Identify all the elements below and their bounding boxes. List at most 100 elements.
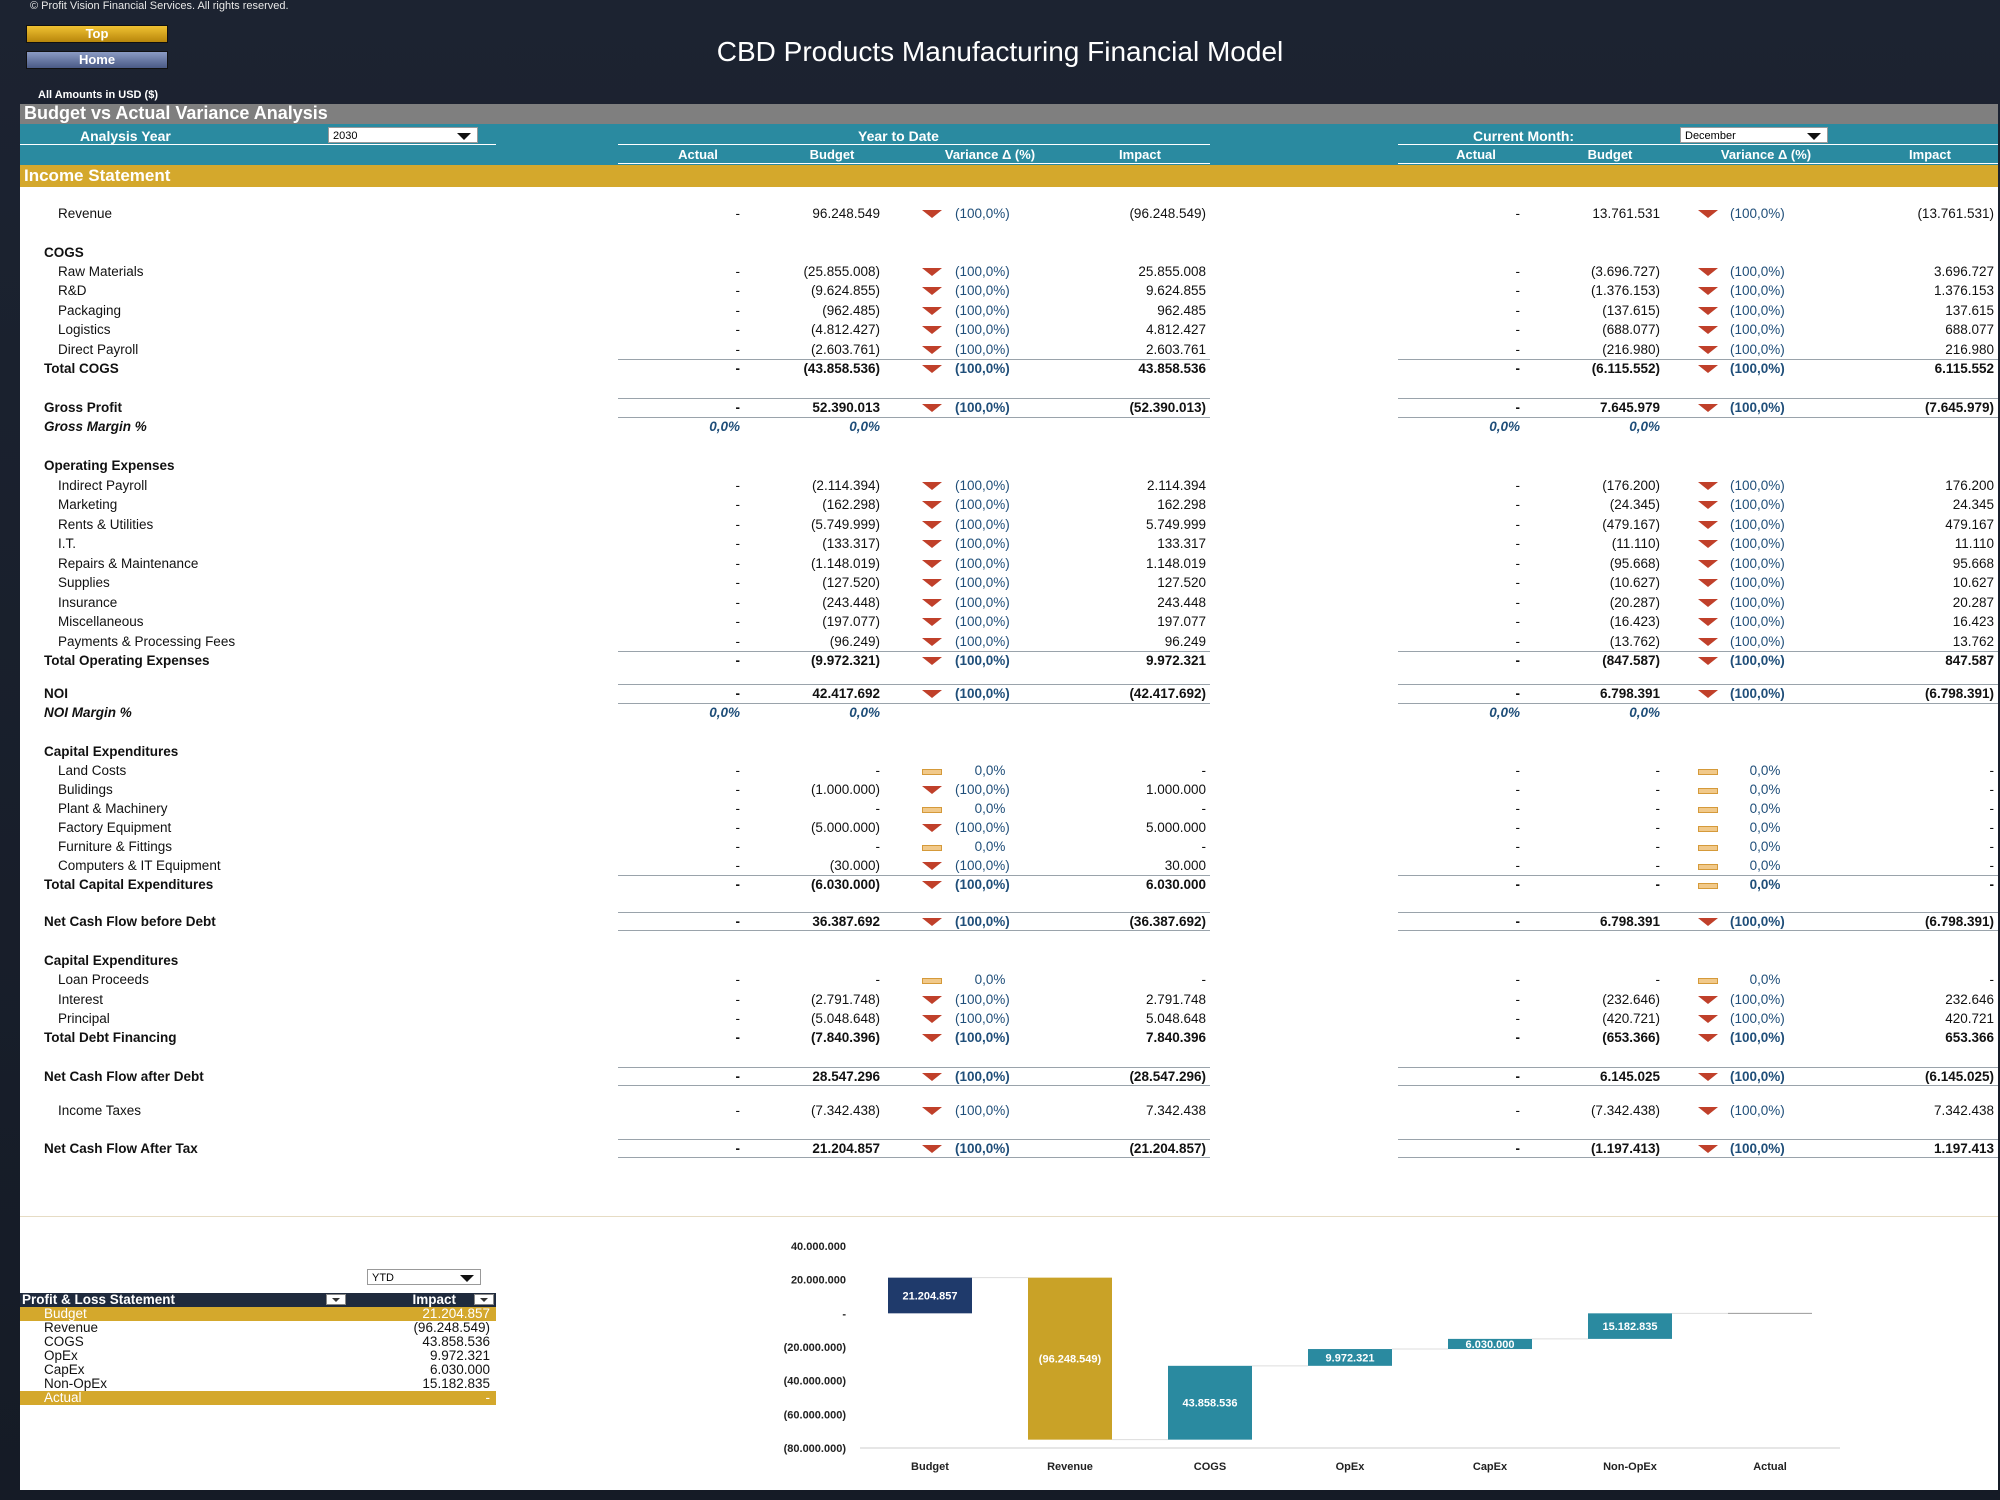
divider (1398, 417, 1998, 418)
ytd-impact-cell: - (1201, 763, 1207, 778)
divider (618, 1085, 1210, 1086)
row-label: Income Taxes (58, 1103, 142, 1118)
month-impact-cell: 1.376.153 (1933, 283, 1994, 298)
month-variance-cell: (100,0%) (1730, 1011, 1785, 1026)
row-label: Rents & Utilities (58, 517, 154, 532)
x-tick-label: Revenue (1047, 1461, 1093, 1473)
row-label: Capital Expenditures (44, 953, 179, 968)
ytd-actual-cell: - (735, 653, 741, 668)
down-arrow-icon (922, 1107, 942, 1115)
down-arrow-icon (922, 862, 942, 870)
ytd-budget-cell: (5.000.000) (810, 820, 880, 835)
ytd-actual-cell: - (735, 575, 741, 590)
ytd-actual-cell: - (735, 1030, 741, 1045)
ytd-budget-cell: (127.520) (822, 575, 880, 590)
bar-capex (1448, 1338, 1532, 1350)
row-label: Total Operating Expenses (44, 653, 210, 668)
analysis-year-dropdown[interactable]: 2030 (328, 127, 478, 143)
row-label: Supplies (58, 575, 110, 590)
ytd-impact-cell: 4.812.427 (1145, 322, 1206, 337)
table-row: Total Debt Financing - (7.840.396) 7.840.39… (20, 1030, 1998, 1048)
divider (1398, 1085, 1998, 1086)
ytd-actual-cell: - (735, 839, 741, 854)
ytd-budget-cell: (30.000) (829, 858, 880, 873)
ytd-variance-cell: (100,0%) (955, 342, 1010, 357)
flat-variance-icon (922, 978, 942, 984)
pl-row-label: Actual (44, 1390, 82, 1405)
ytd-impact-cell: 43.858.536 (1138, 361, 1206, 376)
data-label: 21.204.857 (902, 1290, 957, 1302)
table-row: Direct Payroll - (2.603.761) 2.603.761 - (216… (20, 342, 1998, 360)
month-actual-cell: - (1515, 634, 1521, 649)
ytd-budget-cell: (25.855.008) (803, 264, 880, 279)
table-row: Payments & Processing Fees - (96.249) 96.24… (20, 634, 1998, 652)
ytd-actual-cell: - (735, 820, 741, 835)
flat-variance-icon (922, 845, 942, 851)
ytd-budget-cell: (2.114.394) (811, 478, 880, 493)
down-arrow-icon (922, 599, 942, 607)
filter-dropdown-icon[interactable] (474, 1294, 494, 1305)
pl-row-budget: Budget 21.204.857 (20, 1306, 496, 1321)
month-impact-cell: 13.762 (1952, 634, 1994, 649)
month-impact-cell: - (1989, 839, 1995, 854)
month-budget-cell: 6.798.391 (1599, 686, 1660, 701)
pl-table-header: Profit & Loss Statement Impact (20, 1292, 496, 1307)
ytd-actual-cell: - (735, 264, 741, 279)
row-label: Furniture & Fittings (58, 839, 173, 854)
down-arrow-icon (922, 1015, 942, 1023)
divider (618, 163, 1210, 164)
flat-variance-icon (1698, 769, 1718, 775)
down-arrow-icon (1698, 326, 1718, 334)
ytd-actual-cell: - (735, 322, 741, 337)
table-row: Plant & Machinery - - - - - - 0,0% 0,0% (20, 801, 1998, 819)
table-row: Income Taxes - (7.342.438) 7.342.438 - (7.342… (20, 1103, 1998, 1121)
ytd-actual-cell: - (735, 914, 741, 929)
month-budget-cell: - (1655, 858, 1661, 873)
month-actual-cell: - (1515, 839, 1521, 854)
month-impact-cell: - (1989, 972, 1995, 987)
month-impact-cell: 653.366 (1945, 1030, 1994, 1045)
month-budget-cell: - (1655, 763, 1661, 778)
table-row: Interest - (2.791.748) 2.791.748 - (232.646) 2… (20, 992, 1998, 1010)
bar-non-opex (1588, 1313, 1672, 1339)
month-budget-cell: (11.110) (1611, 536, 1660, 551)
month-actual-cell: - (1515, 972, 1521, 987)
chevron-down-icon (457, 133, 471, 140)
month-impact-cell: 95.668 (1952, 556, 1994, 571)
chevron-down-icon (460, 1275, 474, 1282)
current-month-dropdown[interactable]: December (1680, 127, 1828, 143)
ytd-budget-header: Budget (809, 147, 855, 162)
home-button[interactable]: Home (26, 51, 168, 69)
down-arrow-icon (1698, 521, 1718, 529)
filter-dropdown-icon[interactable] (326, 1294, 346, 1305)
month-variance-cell: (100,0%) (1730, 303, 1785, 318)
y-tick-label: - (842, 1308, 846, 1320)
month-variance-cell: (100,0%) (1730, 653, 1785, 668)
down-arrow-icon (1698, 1015, 1718, 1023)
down-arrow-icon (922, 618, 942, 626)
month-actual-cell: - (1515, 782, 1521, 797)
down-arrow-icon (922, 346, 942, 354)
pl-row-label: Budget (44, 1306, 87, 1321)
down-arrow-icon (1698, 690, 1718, 698)
top-button[interactable]: Top (26, 25, 168, 43)
ytd-actual-cell: - (735, 342, 741, 357)
month-actual-cell: - (1515, 686, 1521, 701)
month-impact-cell: 688.077 (1945, 322, 1994, 337)
ytd-actual-cell: - (735, 763, 741, 778)
x-tick-label: OpEx (1336, 1461, 1366, 1473)
down-arrow-icon (1698, 268, 1718, 276)
month-impact-cell: 24.345 (1952, 497, 1994, 512)
current-month-label: Current Month: (1473, 128, 1575, 144)
pl-row-revenue: Revenue (96.248.549) (20, 1320, 496, 1335)
table-row: Total COGS - (43.858.536) 43.858.536 - (6.115… (20, 359, 1998, 379)
row-label: Total Debt Financing (44, 1030, 177, 1045)
ytd-budget-cell: 0,0% (849, 419, 880, 434)
pl-period-dropdown[interactable]: YTD (367, 1269, 481, 1285)
month-budget-cell: (653.366) (1602, 1030, 1660, 1045)
month-impact-cell: 176.200 (1945, 478, 1994, 493)
month-budget-cell: - (1655, 782, 1661, 797)
divider (1398, 163, 1998, 164)
divider (618, 359, 1210, 360)
